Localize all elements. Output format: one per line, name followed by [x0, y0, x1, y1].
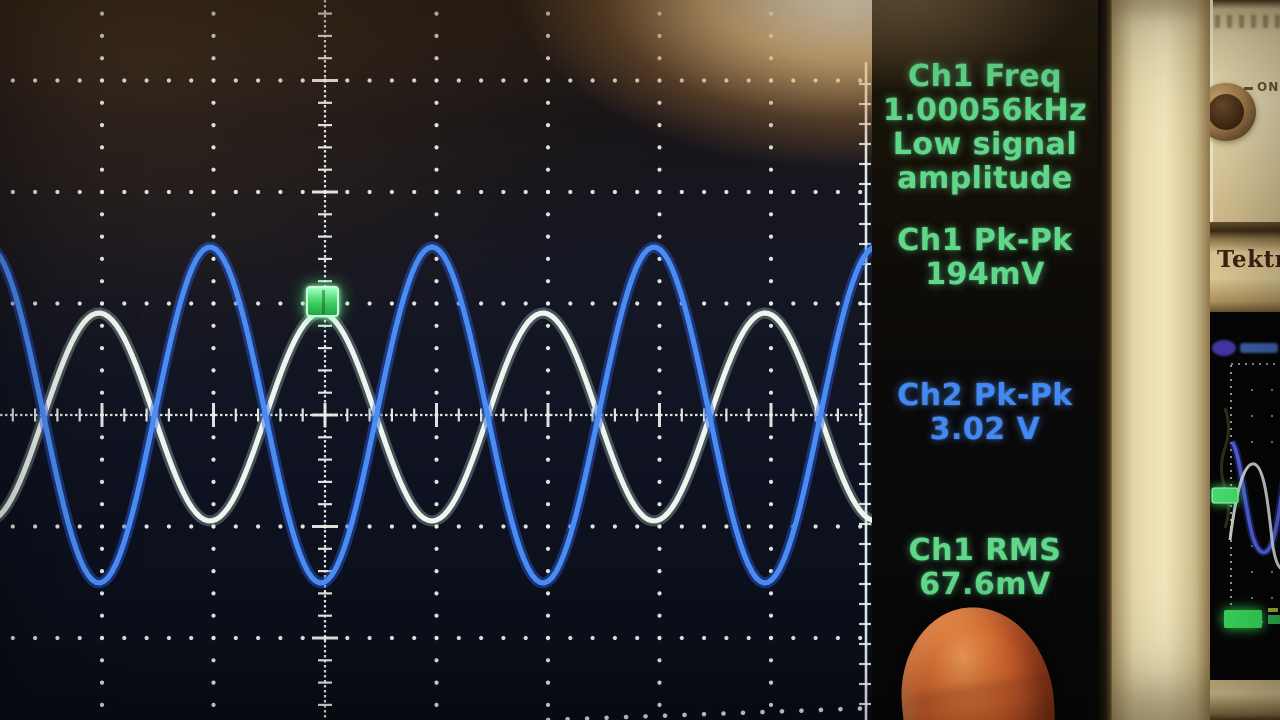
rear-screen-yellow-fragment — [1268, 608, 1278, 612]
rear-screen-blue-glyph — [1212, 340, 1236, 356]
rear-bottom-bezel — [1210, 680, 1280, 720]
tektronix-brand-label: Tektr — [1217, 246, 1280, 273]
readout-line: Ch2 Pk-Pk — [897, 378, 1073, 413]
readout-line: 67.6mV — [919, 567, 1051, 602]
readout-ch1-pkpk: Ch1 Pk-Pk 194mV — [872, 224, 1098, 292]
rear-screen-green-fragment — [1268, 615, 1280, 624]
readout-ch2-pkpk: Ch2 Pk-Pk 3.02 V — [872, 379, 1098, 447]
readout-ch1-rms: Ch1 RMS 67.6mV — [872, 534, 1098, 602]
scope-display — [0, 0, 872, 720]
background-equipment: ON Tektr — [1210, 0, 1280, 720]
rear-screen-grid-dots — [1250, 388, 1274, 600]
tektronix-bezel-strip: Tektr — [1210, 222, 1280, 312]
measurement-readout-panel: Ch1 Freq 1.00056kHz Low signal amplitude… — [872, 0, 1098, 720]
rear-screen-status-text-blur — [1240, 343, 1278, 353]
readout-line: 3.02 V — [929, 412, 1041, 447]
rear-screen-blue-trace — [1230, 440, 1280, 555]
readout-line: Ch1 Freq — [908, 59, 1062, 94]
rear-scope-screen-graphics — [1211, 340, 1280, 628]
rear-instrument-panel: ON — [1210, 0, 1280, 222]
readout-line: 194mV — [925, 257, 1045, 292]
readout-line: Low signal — [892, 127, 1078, 162]
rear-scope-screen — [1210, 312, 1280, 680]
readout-line: Ch1 Pk-Pk — [897, 223, 1073, 258]
rear-screen-white-trace — [1228, 462, 1280, 570]
rear-screen-olive-trace — [1220, 407, 1230, 529]
bezel-shadow-gap — [1098, 0, 1112, 720]
readout-line: 1.00056kHz — [882, 93, 1088, 128]
on-tick-mark — [1244, 87, 1253, 90]
readout-ch1-freq: Ch1 Freq 1.00056kHz Low signal amplitude — [872, 60, 1098, 196]
waveform-traces — [0, 241, 872, 589]
readout-line: amplitude — [897, 161, 1073, 196]
trigger-position-marker — [306, 286, 339, 317]
readout-line: Ch1 RMS — [908, 533, 1062, 568]
rear-screen-trigger-marker — [1211, 487, 1239, 504]
rear-screen-green-bar — [1224, 610, 1262, 628]
on-label: ON — [1257, 80, 1280, 94]
scope-side-bezel — [1112, 0, 1210, 720]
power-knob — [1210, 83, 1256, 141]
blurred-panel-label — [1215, 15, 1280, 28]
